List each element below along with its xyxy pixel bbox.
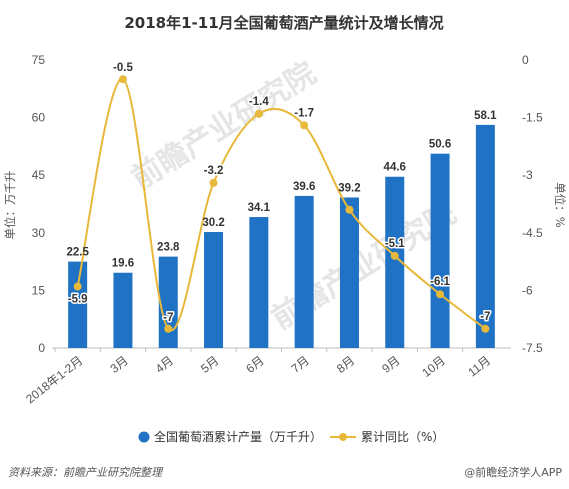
brand-credit: @前瞻经济学人APP (464, 465, 562, 479)
bar-data-labels: 22.5 19.6 23.8 30.2 34.1 39.6 39.2 44.6 50.6 58.1 (66, 110, 497, 270)
line-point[interactable] (118, 75, 127, 84)
y-right-tick-label: -7.5 (522, 341, 543, 355)
bar-value-label: 23.8 (157, 242, 180, 254)
x-tick-label: 11月 (465, 353, 493, 379)
bar[interactable] (68, 261, 88, 348)
bar-value-label: 22.5 (66, 247, 89, 259)
x-tick-label: 7月 (289, 353, 312, 376)
x-tick-label: 3月 (107, 353, 130, 376)
source-note: 资料来源：前瞻产业研究院整理 (8, 466, 164, 479)
legend-item-bar[interactable]: 全国葡萄酒累计产量（万千升） (138, 429, 323, 444)
line-point[interactable] (390, 251, 399, 260)
right-axis: -7.5 -6 -4.5 -3 -1.5 0 (522, 53, 543, 355)
legend-bar-swatch (138, 431, 150, 443)
line-value-label: -1.7 (294, 107, 314, 119)
line-value-label: -5.9 (68, 294, 88, 306)
line-value-label: -1.4 (249, 96, 269, 108)
bar-value-label: 19.6 (112, 258, 134, 270)
legend-line-marker (339, 433, 347, 441)
bar[interactable] (430, 153, 450, 348)
y-right-tick-label: -3 (522, 168, 533, 182)
bar-value-label: 58.1 (474, 110, 497, 122)
legend-line-label: 累计同比（%） (361, 430, 444, 444)
x-tick-label: 6月 (243, 353, 266, 376)
y-right-tick-label: -6 (522, 283, 533, 297)
x-tick-label: 8月 (334, 353, 357, 376)
bar[interactable] (475, 124, 495, 348)
y-left-tick-label: 45 (32, 168, 46, 182)
bar[interactable] (385, 176, 405, 348)
bar[interactable] (339, 197, 359, 348)
x-tick-label: 9月 (379, 353, 402, 376)
y-axis-right-title: 单位：% (553, 182, 567, 227)
line-value-label: -7 (480, 311, 490, 323)
y-left-tick-label: 0 (38, 341, 45, 355)
watermark-text-1: 前瞻产业研究院 (126, 56, 323, 197)
line-series (73, 75, 490, 333)
bar-value-label: 44.6 (384, 162, 406, 174)
line-point[interactable] (164, 324, 173, 333)
bar[interactable] (204, 232, 224, 348)
bar-value-label: 39.2 (338, 182, 360, 194)
line-value-label: -6.1 (430, 276, 450, 288)
y-axis-left-title: 单位：万千升 (3, 171, 17, 240)
bar[interactable] (294, 195, 314, 348)
line-value-label: -0.5 (113, 62, 133, 74)
x-tick-label: 2018年1-2月 (23, 353, 85, 406)
legend-item-line[interactable]: 累计同比（%） (330, 430, 444, 444)
bar[interactable] (113, 272, 133, 348)
y-left-tick-label: 60 (32, 111, 46, 125)
bar-value-label: 50.6 (429, 139, 451, 151)
y-right-tick-label: 0 (522, 53, 529, 67)
line-point[interactable] (209, 178, 218, 187)
line-value-label: -5.1 (385, 238, 405, 250)
line-point[interactable] (436, 290, 445, 299)
line-point[interactable] (73, 282, 82, 291)
legend-bar-label: 全国葡萄酒累计产量（万千升） (154, 429, 322, 444)
bar-value-label: 39.6 (293, 181, 315, 193)
bar[interactable] (158, 256, 178, 348)
y-right-tick-label: -4.5 (522, 226, 543, 240)
line-path (76, 78, 486, 332)
y-left-tick-label: 75 (32, 53, 46, 67)
line-point[interactable] (300, 121, 309, 130)
line-point[interactable] (481, 324, 490, 333)
bar-series (68, 124, 495, 348)
bar-value-label: 34.1 (248, 202, 271, 214)
line-value-label: -3.2 (204, 165, 224, 177)
line-data-labels: -5.9 -0.5 -7 -3.2 -1.4 -1.7 -5.1 -6.1 -7 (66, 61, 492, 326)
y-left-tick-label: 15 (32, 283, 46, 297)
x-tick-label: 10月 (419, 353, 448, 380)
bar[interactable] (249, 217, 269, 348)
legend: 全国葡萄酒累计产量（万千升） 累计同比（%） (138, 429, 444, 444)
bar-value-label: 30.2 (202, 217, 224, 229)
y-right-tick-label: -1.5 (522, 111, 543, 125)
x-tick-label: 5月 (198, 353, 221, 376)
x-tick-label: 4月 (153, 353, 176, 376)
x-axis-ticks: 2018年1-2月 3月 4月 5月 6月 7月 8月 9月 10月 11月 (23, 348, 493, 406)
line-value-label: -7 (163, 312, 173, 324)
line-point[interactable] (254, 109, 263, 118)
line-point[interactable] (345, 205, 354, 214)
chart-title: 2018年1-11月全国葡萄酒产量统计及增长情况 (124, 14, 443, 32)
y-left-tick-label: 30 (32, 226, 46, 240)
